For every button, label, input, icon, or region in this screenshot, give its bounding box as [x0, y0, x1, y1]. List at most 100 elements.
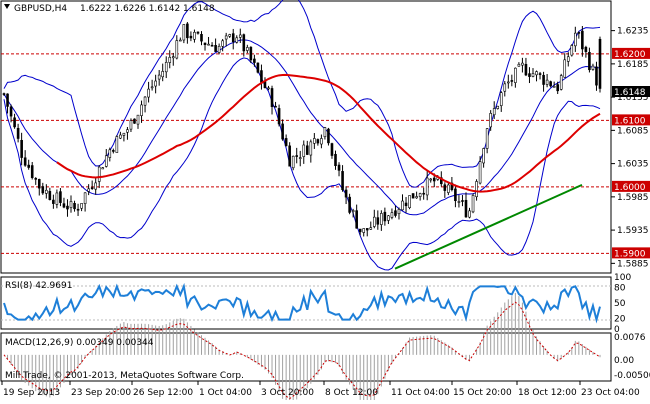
- candle-body: [358, 228, 362, 233]
- candle-body: [369, 227, 373, 230]
- candle-body: [334, 153, 337, 167]
- candle-body: [253, 58, 256, 63]
- candle-body: [394, 210, 397, 216]
- candle-body: [108, 149, 112, 158]
- candle-body: [277, 108, 281, 125]
- candle-body: [115, 136, 119, 153]
- candle-body: [577, 32, 581, 34]
- rsi-tick-label: 100: [614, 273, 631, 283]
- candle-body: [517, 63, 521, 67]
- candle-body: [260, 70, 263, 83]
- candle-body: [443, 184, 447, 191]
- candle-body: [348, 196, 351, 213]
- price-axis: 1.6235 1.6185 1.6135 1.6085 1.6035 1.5985 1.59…: [611, 27, 649, 269]
- candle-body: [422, 192, 425, 195]
- candle-body: [552, 86, 556, 88]
- rsi-tick-label: 80: [614, 283, 626, 293]
- price-tick-label: 1.5985: [617, 193, 649, 203]
- candle-body: [217, 45, 221, 53]
- candle-body: [73, 202, 76, 210]
- candle-body: [432, 177, 436, 182]
- candle-body: [598, 38, 602, 89]
- candle-body: [351, 210, 355, 212]
- candle-body: [224, 35, 228, 40]
- time-tick-label: 26 Sep 12:00: [133, 388, 193, 398]
- candle-body: [76, 208, 80, 211]
- candle-body: [6, 93, 9, 107]
- macd-signal-line: [3, 301, 601, 400]
- rsi-tick-label: 20: [614, 315, 626, 325]
- candle-body: [140, 104, 143, 116]
- candle-body: [214, 45, 217, 52]
- candle-body: [164, 61, 168, 73]
- candle-body: [309, 141, 313, 156]
- time-tick-label: 8 Oct 12:00: [325, 388, 378, 398]
- candle-body: [595, 66, 598, 86]
- candle-body: [556, 84, 559, 92]
- level-label: 1.5900: [614, 249, 646, 259]
- candle-body: [55, 192, 59, 205]
- candle-body: [221, 40, 224, 47]
- candle-body: [37, 179, 41, 189]
- time-tick-label: 18 Oct 12:00: [518, 388, 577, 398]
- candle-body: [9, 106, 13, 117]
- candle-body: [143, 96, 147, 106]
- candle-body: [129, 120, 133, 130]
- candle-body: [104, 155, 108, 167]
- candle-body: [390, 212, 394, 218]
- candle-body: [175, 40, 179, 59]
- candle-body: [270, 88, 274, 107]
- candle-body: [454, 188, 457, 202]
- candle-body: [457, 201, 461, 203]
- candle-body: [59, 191, 62, 203]
- level-label-box: [612, 114, 650, 126]
- candle-body: [200, 34, 203, 42]
- candle-body: [284, 138, 288, 147]
- time-tick-label: 23 Sep 20:00: [71, 388, 131, 398]
- candle-body: [566, 56, 570, 62]
- candle-body: [179, 39, 182, 42]
- candle-body: [112, 150, 115, 152]
- candle-body: [344, 189, 348, 198]
- candle-body: [376, 217, 380, 225]
- level-labels: 1.6200 1.6100 1.6000 1.5900: [612, 47, 650, 259]
- candle-body: [542, 74, 545, 85]
- current-price-label: 1.6148: [614, 88, 646, 98]
- candle-body: [66, 205, 69, 210]
- candle-body: [418, 193, 422, 197]
- candle-body: [362, 228, 366, 233]
- candle-body: [136, 114, 140, 125]
- bollinger-line: [3, 57, 601, 271]
- candle-body: [281, 123, 284, 140]
- candle-body: [461, 200, 464, 202]
- candle-body: [337, 164, 341, 171]
- candle-body: [372, 216, 376, 227]
- price-tick-label: 1.5885: [617, 259, 649, 269]
- candle-body: [365, 228, 369, 231]
- chart-ohlc: 1.6222 1.6226 1.6142 1.6148: [80, 4, 215, 14]
- trendline[interactable]: [394, 183, 583, 270]
- copyright-text: Mill Trade, © 2001-2013, MetaQuotes Soft…: [5, 371, 244, 381]
- bollinger-line: [3, 39, 601, 216]
- candle-body: [482, 148, 485, 164]
- time-tick-label: 11 Oct 04:00: [391, 388, 450, 398]
- main-panel[interactable]: [0, 0, 612, 274]
- candle-body: [189, 35, 193, 39]
- candle-body: [316, 139, 320, 144]
- candle-body: [464, 199, 468, 218]
- macd-axis: 0.0076 0.00 -0.00500: [614, 333, 650, 381]
- candle-body: [429, 178, 433, 181]
- candle-body: [507, 81, 510, 84]
- candle-body: [41, 186, 45, 194]
- candle-body: [355, 210, 358, 229]
- candle-body: [27, 164, 30, 168]
- candle-body: [588, 51, 591, 71]
- rsi-tick-label: 50: [614, 299, 626, 309]
- candle-body: [302, 144, 306, 157]
- chart-symbol: GBPUSD,H4: [14, 4, 67, 14]
- candle-body: [69, 201, 73, 208]
- candle-body: [288, 145, 291, 167]
